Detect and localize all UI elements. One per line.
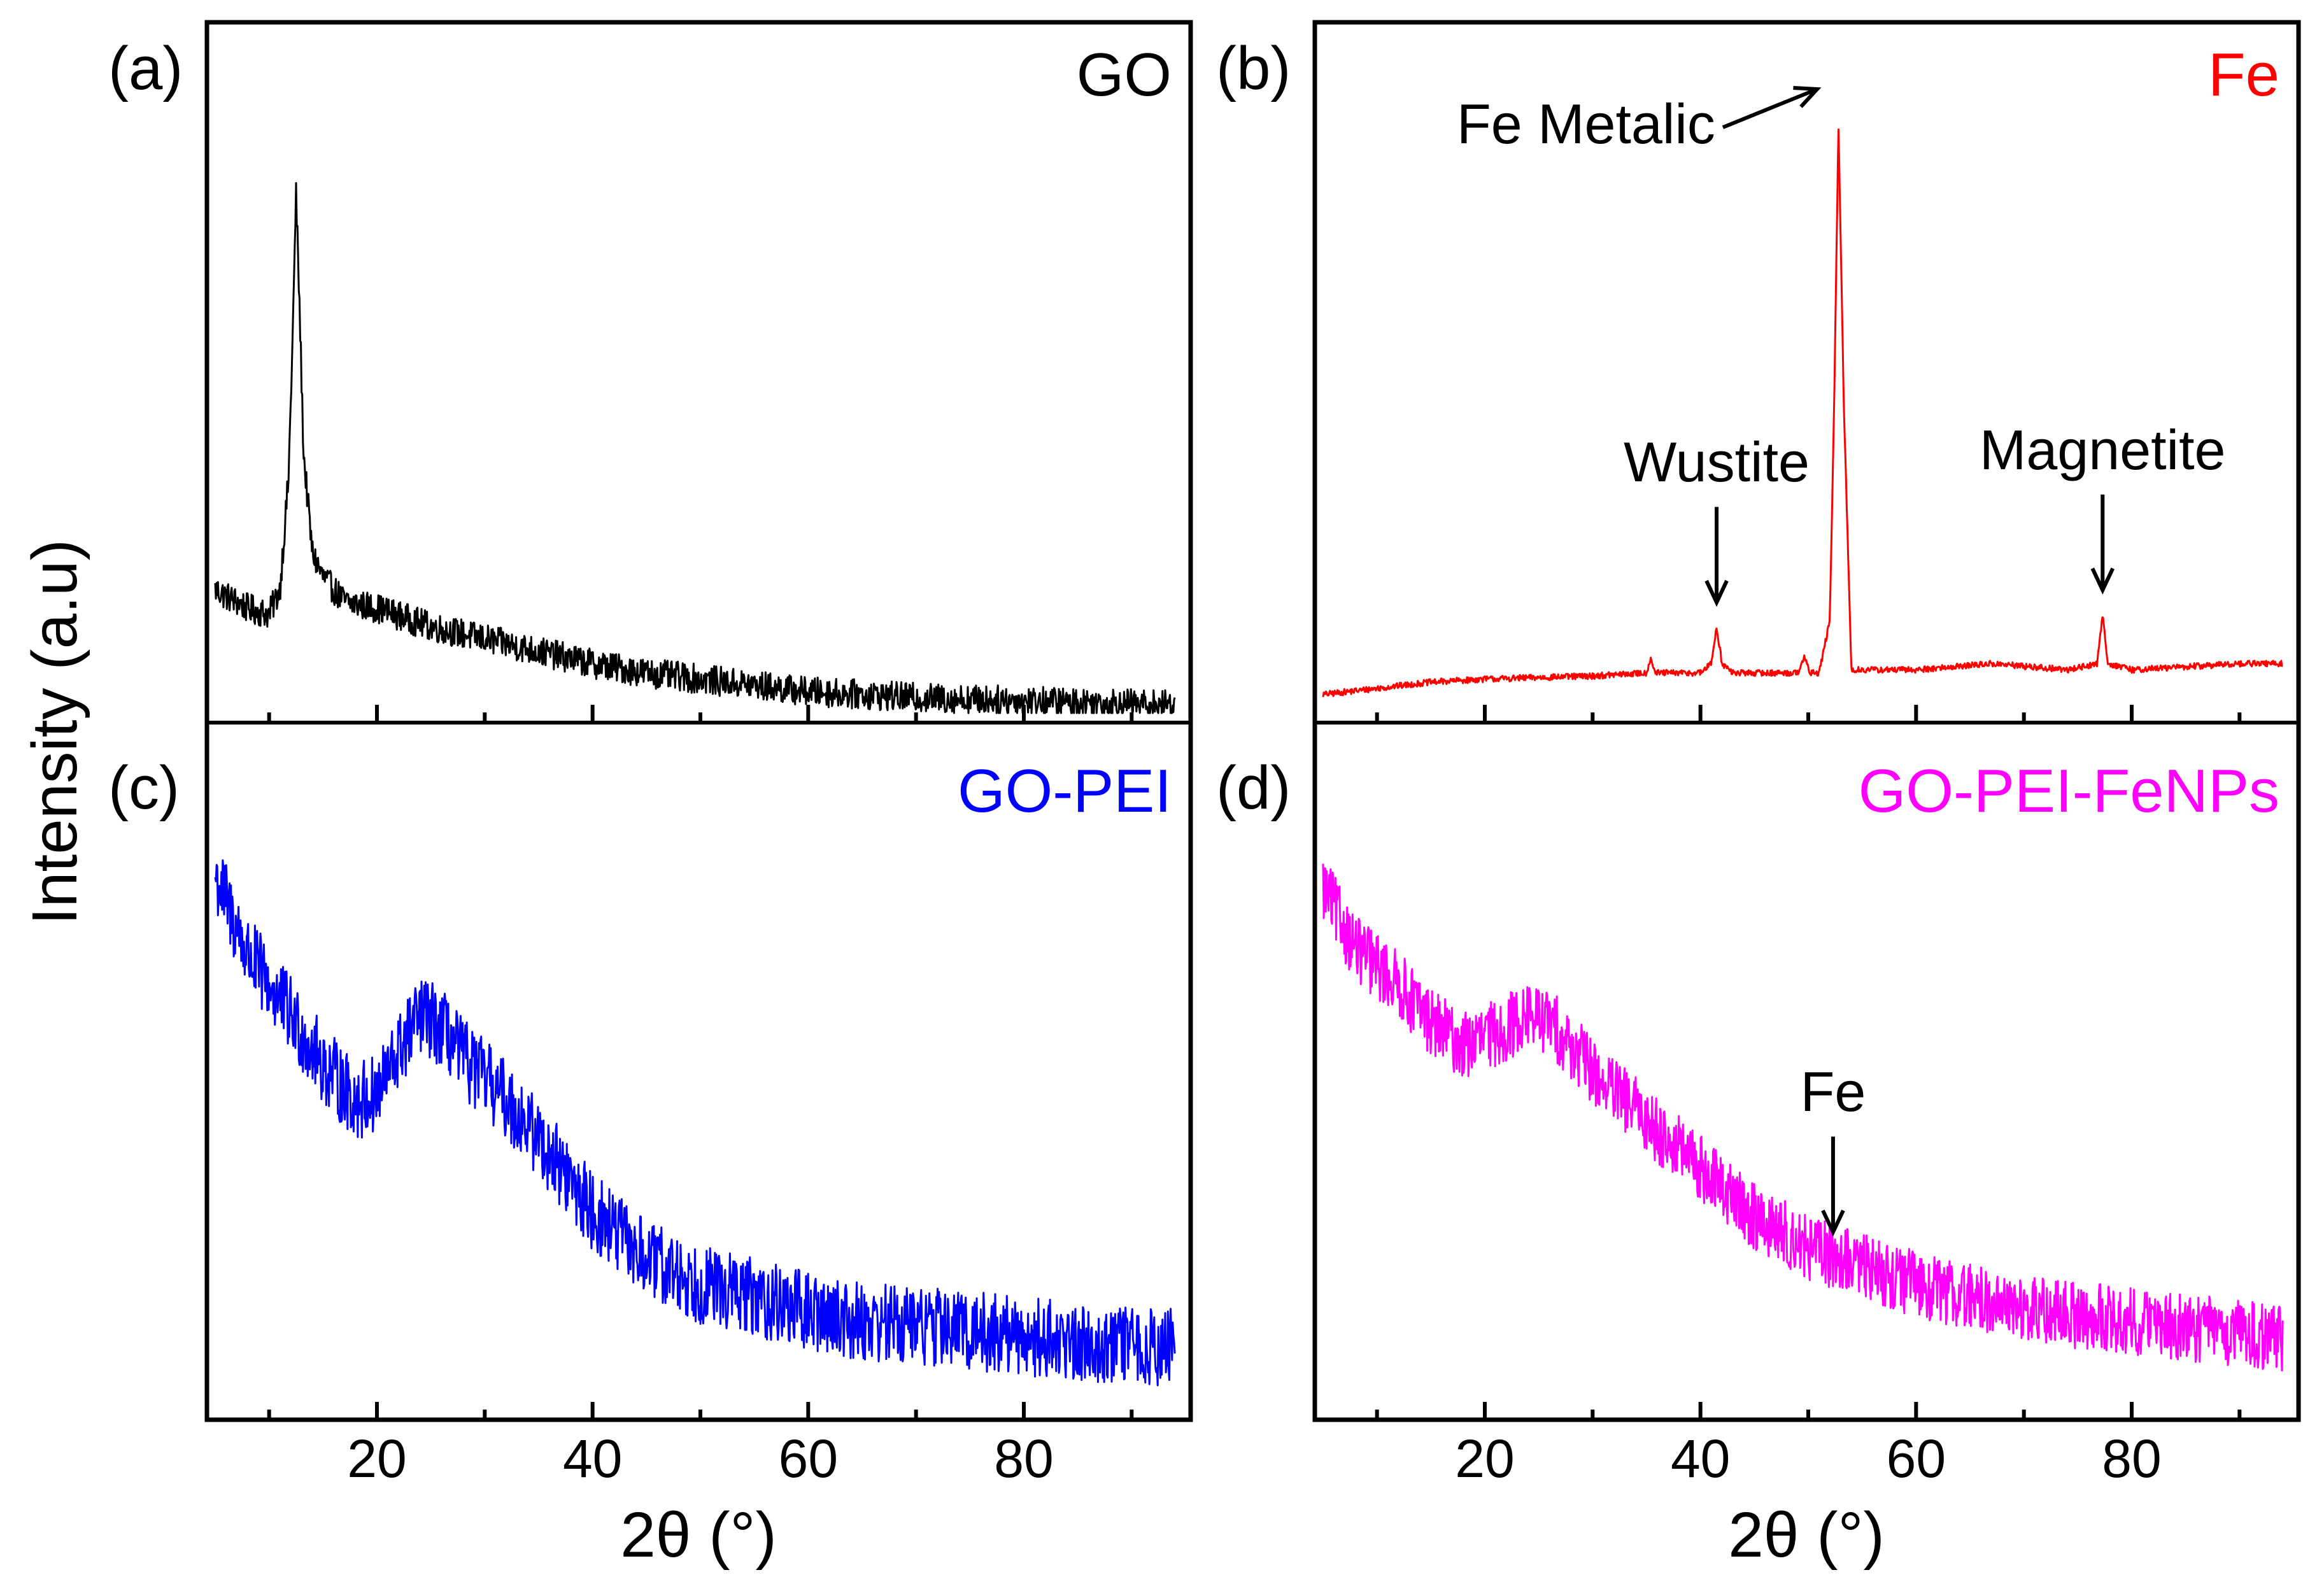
go-pei-fenps-xrd-trace xyxy=(1322,863,2284,1372)
panel-id-d: (d) xyxy=(1216,754,1291,822)
right-column: 20 40 60 80 2θ (°) (b) Fe Fe Metalic Wustit… xyxy=(1216,20,2301,1571)
go-pei-xrd-trace xyxy=(214,859,1176,1387)
x-tick-label: 60 xyxy=(1887,1429,1946,1489)
left-x-tick-labels: 20 40 60 80 xyxy=(347,1429,1053,1489)
panel-a: (a) GO xyxy=(108,34,1176,714)
arrow-wustite xyxy=(1704,507,1729,607)
x-tick-label: 20 xyxy=(1455,1429,1514,1489)
x-tick-label: 80 xyxy=(994,1429,1053,1489)
x-tick-label: 60 xyxy=(779,1429,838,1489)
arrow-fe xyxy=(1821,1136,1845,1237)
panel-d: (d) GO-PEI-FeNPs Fe xyxy=(1216,754,2284,1372)
fe-xrd-trace xyxy=(1322,128,2283,698)
annotation-fe: Fe xyxy=(1801,1060,1866,1123)
panel-id-b: (b) xyxy=(1216,34,1291,103)
sample-label-go-pei-fenps: GO-PEI-FeNPs xyxy=(1859,757,2279,825)
left-column: 20 40 60 80 2θ (°) (a) GO (c) GO-PEI xyxy=(108,20,1193,1571)
x-tick-label: 80 xyxy=(2102,1429,2161,1489)
x-tick-label: 40 xyxy=(563,1429,622,1489)
sample-label-fe: Fe xyxy=(2208,41,2279,109)
right-x-axis-label: 2θ (°) xyxy=(1728,1499,1885,1571)
panel-c: (c) GO-PEI xyxy=(108,754,1176,1387)
go-xrd-trace xyxy=(214,182,1176,714)
arrow-fe-metalic xyxy=(1722,85,1822,129)
annotation-wustite: Wustite xyxy=(1624,430,1810,493)
y-axis-label: Intensity (a.u) xyxy=(19,539,90,925)
sample-label-go-pei: GO-PEI xyxy=(958,757,1172,825)
panel-b: (b) Fe Fe Metalic Wustite Magnetite xyxy=(1216,34,2283,698)
left-x-axis-label: 2θ (°) xyxy=(620,1499,777,1571)
annotation-fe-metalic: Fe Metalic xyxy=(1457,92,1715,155)
right-x-tick-labels: 20 40 60 80 xyxy=(1455,1429,2161,1489)
arrow-magnetite xyxy=(2090,494,2115,595)
x-tick-label: 40 xyxy=(1671,1429,1730,1489)
right-x-ticks xyxy=(1375,705,2242,1420)
sample-label-go: GO xyxy=(1077,41,1172,109)
panel-id-c: (c) xyxy=(108,754,180,822)
x-tick-label: 20 xyxy=(347,1429,406,1489)
annotation-magnetite: Magnetite xyxy=(1980,418,2225,481)
panel-id-a: (a) xyxy=(108,34,183,103)
